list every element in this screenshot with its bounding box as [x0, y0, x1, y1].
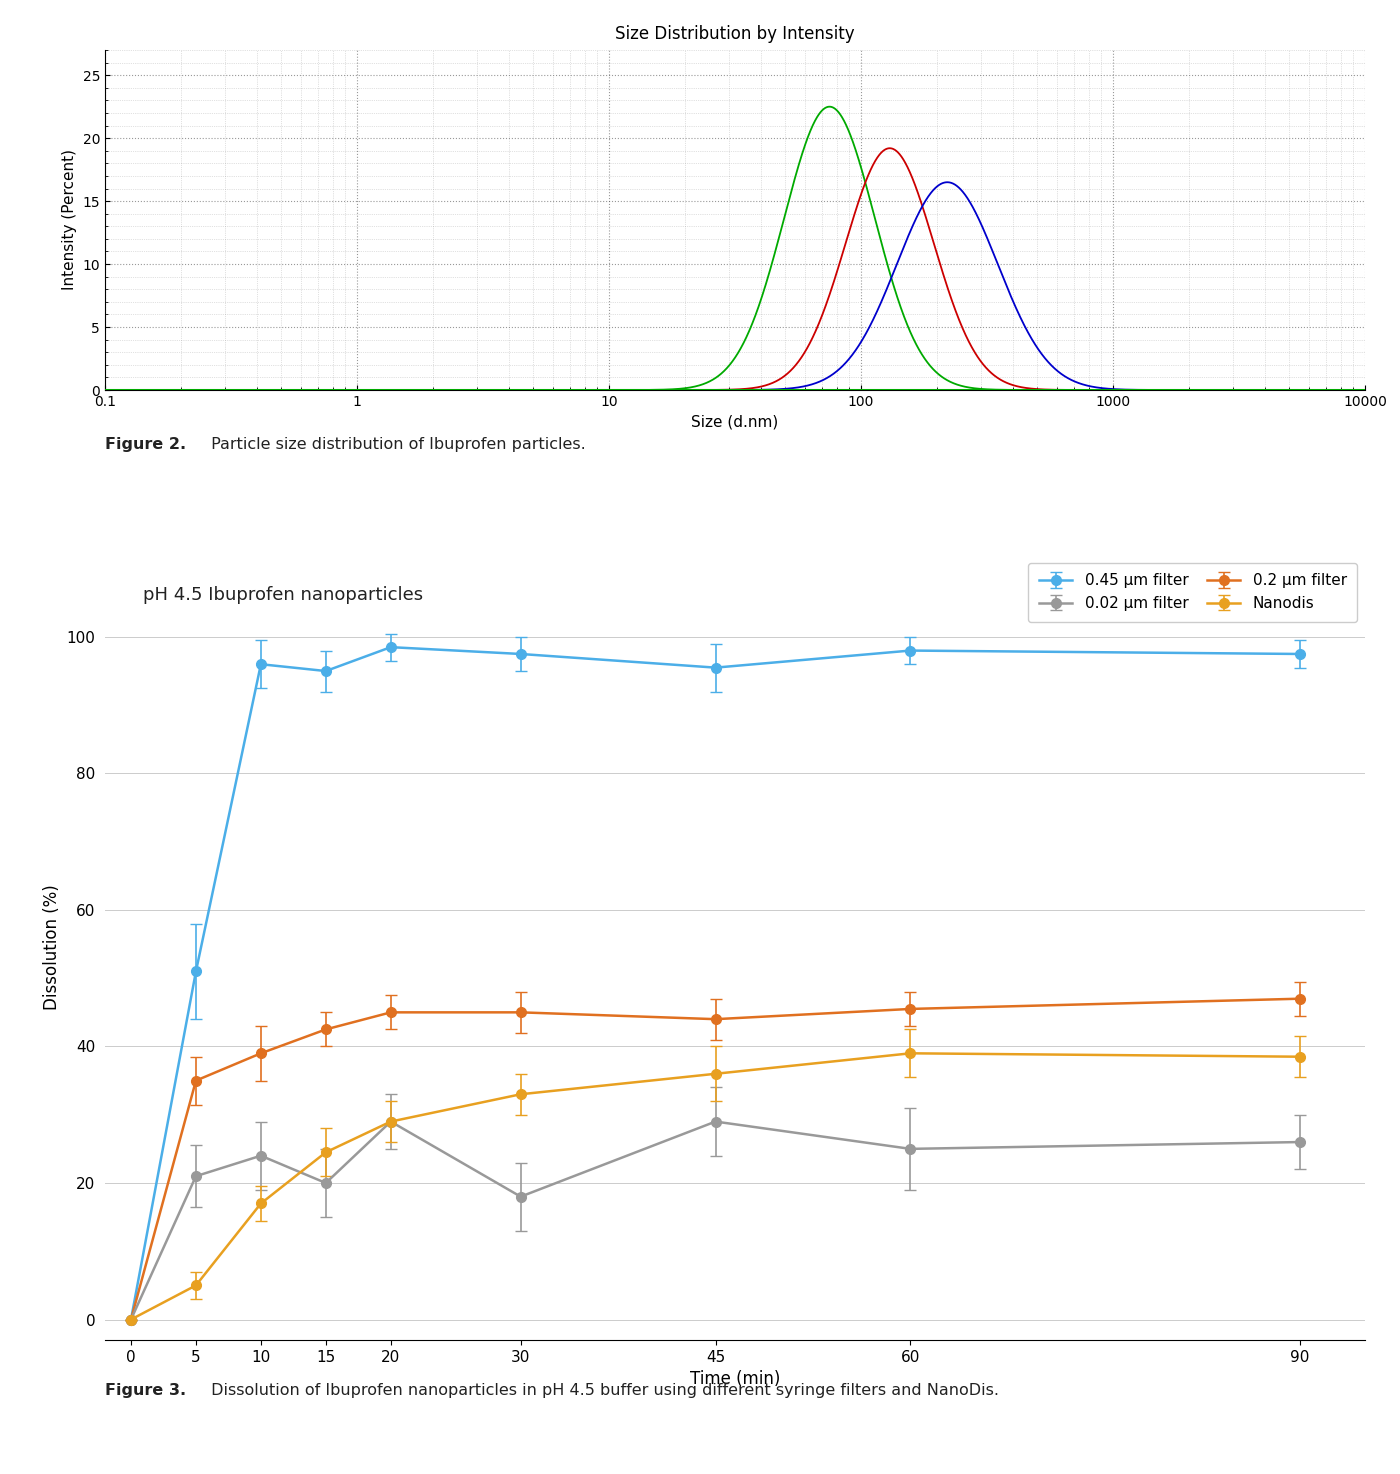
Title: Size Distribution by Intensity: Size Distribution by Intensity: [615, 25, 855, 43]
Text: Dissolution of Ibuprofen nanoparticles in pH 4.5 buffer using different syringe : Dissolution of Ibuprofen nanoparticles i…: [206, 1383, 998, 1397]
Text: Figure 3.: Figure 3.: [105, 1383, 186, 1397]
Text: Particle size distribution of Ibuprofen particles.: Particle size distribution of Ibuprofen …: [206, 438, 585, 453]
Y-axis label: Intensity (Percent): Intensity (Percent): [62, 149, 77, 290]
Text: pH 4.5 Ibuprofen nanoparticles: pH 4.5 Ibuprofen nanoparticles: [143, 587, 423, 604]
X-axis label: Size (d.nm): Size (d.nm): [692, 414, 778, 429]
X-axis label: Time (min): Time (min): [690, 1371, 780, 1389]
Text: Figure 2.: Figure 2.: [105, 438, 186, 453]
Y-axis label: Dissolution (%): Dissolution (%): [43, 884, 60, 1010]
Legend: 0.45 μm filter, 0.02 μm filter, 0.2 μm filter, Nanodis: 0.45 μm filter, 0.02 μm filter, 0.2 μm f…: [1028, 563, 1358, 622]
